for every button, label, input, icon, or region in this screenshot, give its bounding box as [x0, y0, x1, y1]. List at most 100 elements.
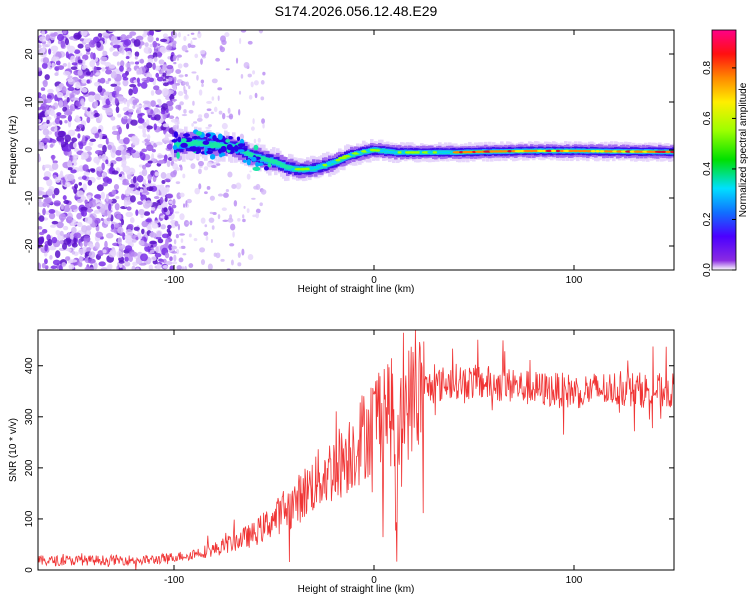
noise-speckle	[82, 164, 89, 172]
noise-speckle	[125, 152, 131, 159]
signal-band	[246, 151, 250, 156]
noise-speckle	[147, 222, 152, 230]
signal-band	[276, 161, 280, 166]
x-tick-label: 0	[371, 275, 377, 286]
x-tick-label: 100	[566, 275, 583, 286]
noise-speckle	[74, 183, 79, 189]
noise-speckle	[107, 77, 112, 82]
noise-speckle	[135, 267, 140, 270]
noise-speckle	[51, 62, 56, 68]
noise-speckle	[135, 104, 143, 108]
noise-speckle	[237, 217, 241, 222]
signal-cluster	[177, 136, 182, 143]
signal-cluster	[220, 145, 227, 153]
noise-speckle	[147, 160, 153, 164]
noise-speckle	[44, 244, 48, 252]
signal-cluster	[180, 138, 187, 143]
noise-speckle	[49, 255, 53, 260]
noise-speckle	[67, 159, 72, 167]
signal-cluster	[228, 136, 233, 140]
signal-cluster	[233, 145, 239, 152]
noise-speckle	[153, 123, 157, 131]
noise-speckle	[146, 134, 151, 140]
noise-speckle	[183, 94, 189, 100]
noise-speckle	[67, 86, 75, 91]
noise-speckle	[220, 258, 225, 262]
noise-speckle	[89, 138, 97, 142]
noise-speckle	[88, 267, 95, 270]
signal-cluster	[180, 142, 188, 148]
y-tick-label: 0	[24, 567, 35, 573]
noise-speckle	[100, 191, 106, 200]
noise-speckle	[147, 35, 154, 43]
noise-speckle	[88, 91, 96, 96]
noise-speckle	[54, 250, 61, 259]
noise-speckle	[123, 253, 131, 258]
noise-speckle	[86, 116, 91, 124]
noise-speckle	[221, 207, 227, 212]
noise-speckle	[164, 252, 170, 259]
noise-speckle	[132, 105, 136, 109]
noise-speckle	[248, 94, 253, 100]
noise-speckle	[138, 209, 145, 215]
noise-speckle	[175, 69, 182, 74]
noise-speckle	[80, 156, 86, 160]
noise-speckle	[71, 137, 78, 142]
noise-speckle	[108, 203, 112, 211]
noise-speckle	[63, 99, 68, 108]
noise-speckle	[231, 183, 237, 189]
noise-speckle	[129, 31, 137, 36]
noise-speckle	[171, 98, 178, 102]
noise-speckle	[80, 98, 85, 106]
noise-speckle	[41, 94, 47, 101]
noise-speckle	[106, 178, 113, 184]
noise-speckle	[197, 31, 201, 34]
noise-speckle	[198, 89, 203, 96]
signal-band	[208, 141, 212, 147]
noise-speckle	[155, 72, 160, 78]
noise-speckle	[94, 133, 100, 139]
noise-speckle	[123, 116, 128, 120]
noise-speckle	[105, 232, 114, 239]
noise-speckle	[105, 69, 113, 75]
noise-speckle	[177, 104, 182, 111]
noise-speckle	[171, 251, 177, 254]
noise-speckle	[204, 191, 208, 195]
noise-speckle	[190, 32, 195, 35]
signal-band	[186, 141, 190, 147]
noise-speckle	[43, 164, 52, 169]
noise-speckle	[77, 176, 84, 180]
snr-axes: -100 0 100 0 100 200 300 400	[24, 330, 674, 586]
noise-speckle	[200, 58, 203, 65]
noise-speckle	[161, 180, 166, 184]
noise-speckle	[154, 114, 161, 121]
signal-band	[218, 143, 222, 148]
noise-speckle	[51, 220, 59, 225]
noise-speckle	[111, 189, 117, 196]
noise-speckle	[108, 251, 116, 258]
signal-peak	[599, 150, 605, 153]
noise-speckle	[161, 188, 168, 196]
noise-speckle	[129, 84, 137, 88]
noise-speckle	[176, 265, 182, 270]
noise-speckle	[112, 44, 121, 49]
noise-speckle	[110, 150, 116, 159]
noise-speckle	[161, 103, 168, 111]
noise-speckle	[48, 212, 56, 220]
noise-speckle	[95, 149, 103, 155]
noise-speckle	[76, 190, 85, 198]
noise-speckle	[91, 199, 96, 203]
noise-speckle	[118, 173, 123, 177]
signal-band	[290, 166, 294, 170]
noise-speckle	[172, 169, 178, 176]
noise-speckle	[72, 142, 78, 149]
noise-speckle	[123, 111, 131, 116]
signal-cluster	[217, 133, 223, 140]
noise-speckle	[69, 259, 78, 263]
noise-speckle	[38, 107, 43, 111]
noise-speckle	[211, 164, 217, 169]
signal-cluster	[237, 143, 246, 147]
signal-peak	[401, 151, 407, 154]
noise-speckle	[238, 90, 242, 95]
noise-speckle	[227, 171, 233, 178]
